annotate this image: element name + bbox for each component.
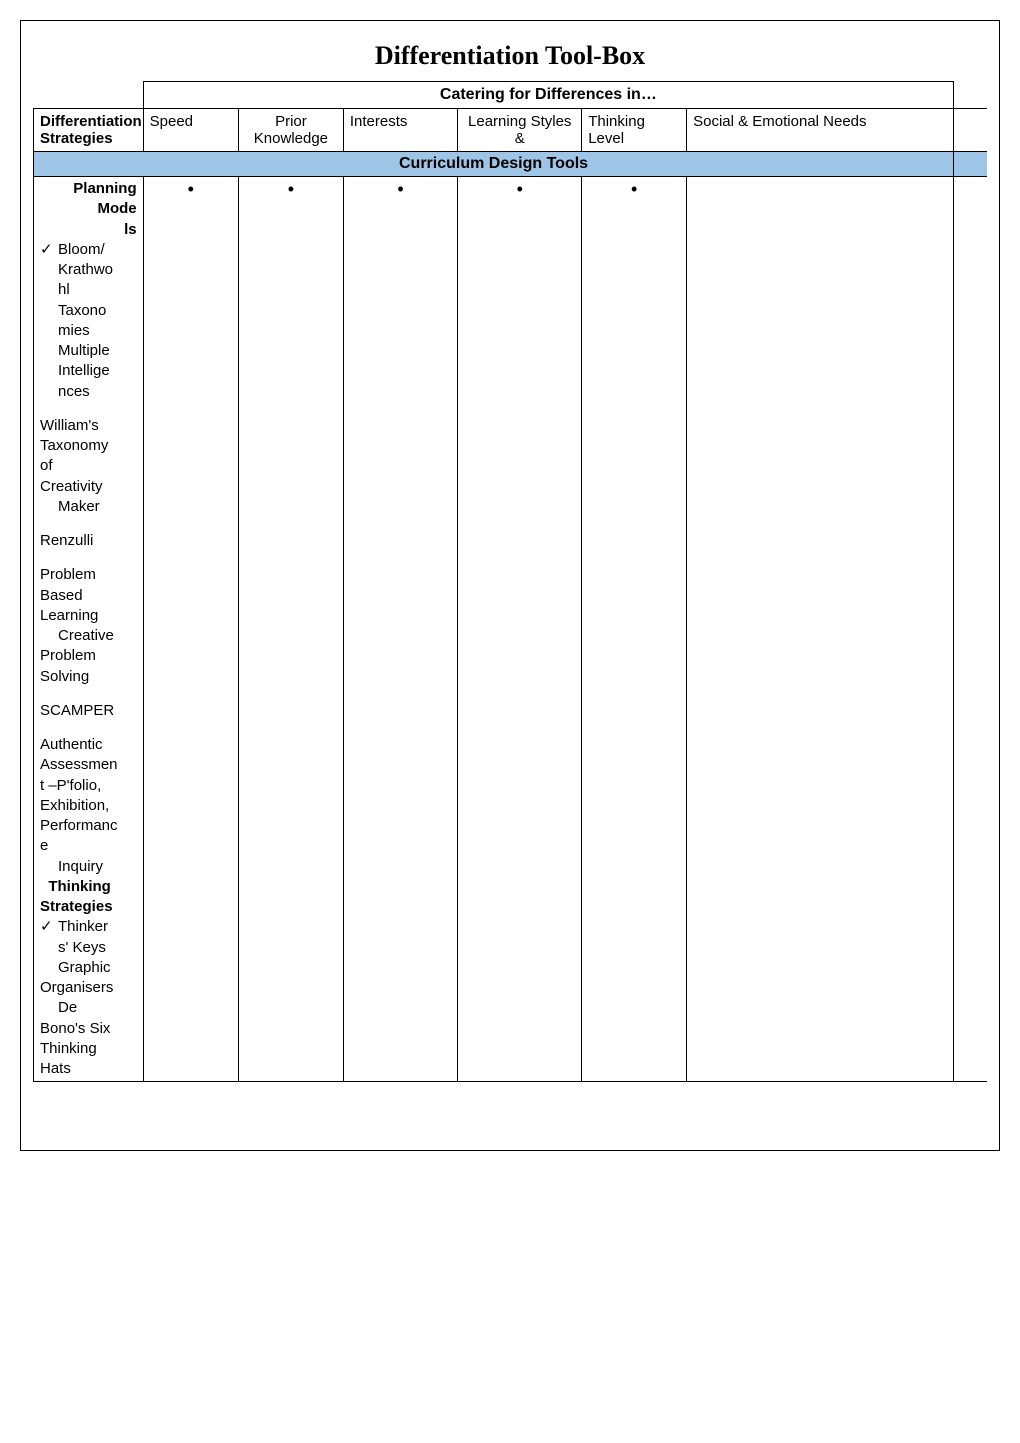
authentic-item: AuthenticAssessment –P'folio,Exhibition,… [40,735,137,857]
inquiry-item: Inquiry [40,857,137,877]
cps-item-2: ProblemSolving [40,646,137,687]
thinking-strategies-label: ThinkingStrategies [40,877,137,918]
row-header-label: Differentiation Strategies [34,109,144,152]
col-learning: Learning Styles & [458,109,582,152]
cell-learning: • [458,177,582,1082]
section-extra [954,152,987,177]
debono-item-2: Bono's SixThinkingHats [40,1019,137,1080]
col-thinking: Thinking Level [582,109,687,152]
thinkers-keys-text: Thinkers' Keys [58,917,108,958]
maker-item: Maker [40,497,137,517]
multiple-intelligences: MultipleIntelligences [40,341,137,402]
empty-corner [34,82,144,109]
catering-header: Catering for Differences in… [143,82,953,109]
graphic-organisers-item: Graphic [40,958,137,978]
bottom-spacer [34,1082,988,1110]
col-extra [954,109,987,152]
bloom-text: Bloom/KrathwohlTaxonomies [58,240,113,341]
col-prior: Prior Knowledge [238,109,343,152]
check-icon: ✓ [40,917,58,937]
pbl-item: ProblemBasedLearning [40,565,137,626]
cell-interests: • [343,177,457,1082]
check-icon: ✓ [40,240,58,260]
page-title: Differentiation Tool-Box [33,33,987,81]
cell-thinking: • [582,177,687,1082]
cell-extra [954,177,987,1082]
bottom-spacer-row [34,1082,988,1110]
section-header-cell: Curriculum Design Tools [34,152,954,177]
graphic-organisers-item-2: Organisers [40,978,137,998]
cell-speed: • [143,177,238,1082]
cell-prior: • [238,177,343,1082]
row-header-text: Differentiation Strategies [40,113,142,147]
strategies-cell: PlanningModels ✓ Bloom/KrathwohlTaxonomi… [34,177,144,1082]
debono-item: De [40,998,137,1018]
williams-item: William'sTaxonomyofCreativity [40,416,137,497]
section-header-row: Curriculum Design Tools [34,152,988,177]
col-interests: Interests [343,109,457,152]
catering-header-row: Catering for Differences in… [34,82,988,109]
column-header-row: Differentiation Strategies Speed Prior K… [34,109,988,152]
document-frame: Differentiation Tool-Box Catering for Di… [20,20,1000,1151]
cell-social [687,177,954,1082]
bloom-item: ✓ Bloom/KrathwohlTaxonomies [40,240,137,341]
differentiation-table: Catering for Differences in… Differentia… [33,81,987,1110]
renzulli-item: Renzulli [40,531,137,551]
col-social: Social & Emotional Needs [687,109,954,152]
col-speed: Speed [143,109,238,152]
cps-item: Creative [40,626,137,646]
table-body-row: PlanningModels ✓ Bloom/KrathwohlTaxonomi… [34,177,988,1082]
scamper-item: SCAMPER [40,701,137,721]
empty-extra [954,82,987,109]
planning-models-label: PlanningModels [40,179,137,240]
thinkers-keys-item: ✓ Thinkers' Keys [40,917,137,958]
